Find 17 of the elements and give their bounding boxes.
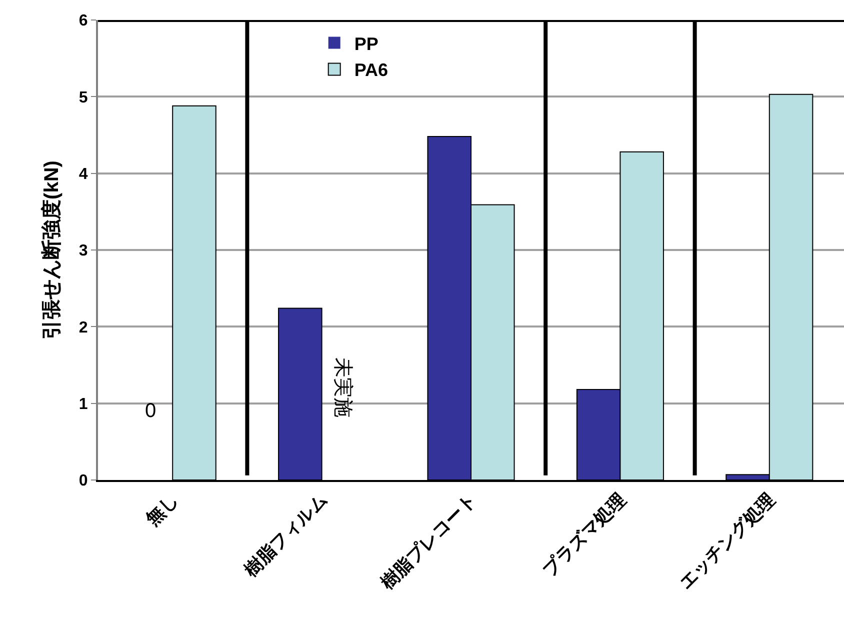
y-axis-title: 引張せん断強度(kN): [40, 160, 63, 340]
legend-label: PA6: [354, 60, 388, 80]
y-tick-label: 4: [78, 166, 88, 183]
x-tick-label: 樹脂フィルム: [240, 490, 331, 581]
x-tick-label: 樹脂プレコート: [376, 490, 480, 594]
y-tick-label: 3: [78, 242, 88, 260]
x-tick-label: プラズマ処理: [538, 490, 630, 580]
annotation: 未実施: [331, 358, 354, 418]
y-tick-label: 6: [78, 12, 88, 30]
y-tick-label: 0: [78, 472, 88, 490]
legend-label: PP: [354, 34, 378, 54]
x-tick-label: エッチング処理: [675, 490, 779, 593]
y-tick-label: 5: [78, 89, 88, 106]
x-tick-label: 無し: [141, 490, 182, 530]
y-tick-label: 2: [78, 319, 88, 336]
y-tick-label: 1: [78, 396, 88, 413]
annotation: 0: [145, 400, 156, 422]
